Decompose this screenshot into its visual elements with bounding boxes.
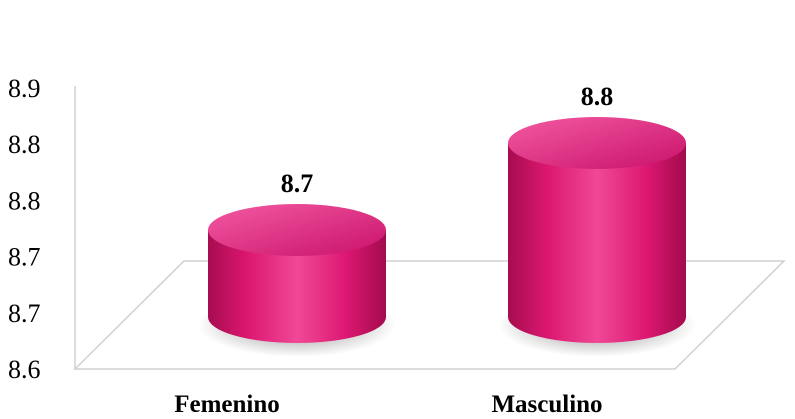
chart-floor: [73, 260, 786, 370]
axis-frame: [73, 86, 786, 370]
y-tick-label: 8.8: [8, 130, 41, 159]
data-label: 8.8: [581, 82, 614, 111]
category-label: Masculino: [491, 391, 602, 418]
data-label: 8.7: [281, 169, 314, 198]
bar-masculino: [498, 117, 696, 357]
y-tick-label: 8.7: [8, 243, 41, 272]
y-tick-label: 8.6: [8, 355, 41, 384]
y-tick-label: 8.9: [8, 74, 41, 103]
bar-top: [208, 204, 386, 256]
y-axis-ticks: 8.6 8.7 8.7 8.8 8.8 8.9: [8, 74, 41, 384]
bar-body: [208, 230, 386, 343]
data-labels: 8.7 8.8: [281, 82, 614, 198]
bar-top: [508, 117, 686, 169]
category-axis: Femenino Masculino: [174, 391, 602, 418]
category-label: Femenino: [174, 391, 280, 418]
bars: [198, 117, 696, 357]
y-tick-label: 8.7: [8, 299, 41, 328]
y-tick-label: 8.8: [8, 186, 41, 215]
bar-body: [508, 143, 686, 343]
bar-femenino: [198, 204, 396, 357]
